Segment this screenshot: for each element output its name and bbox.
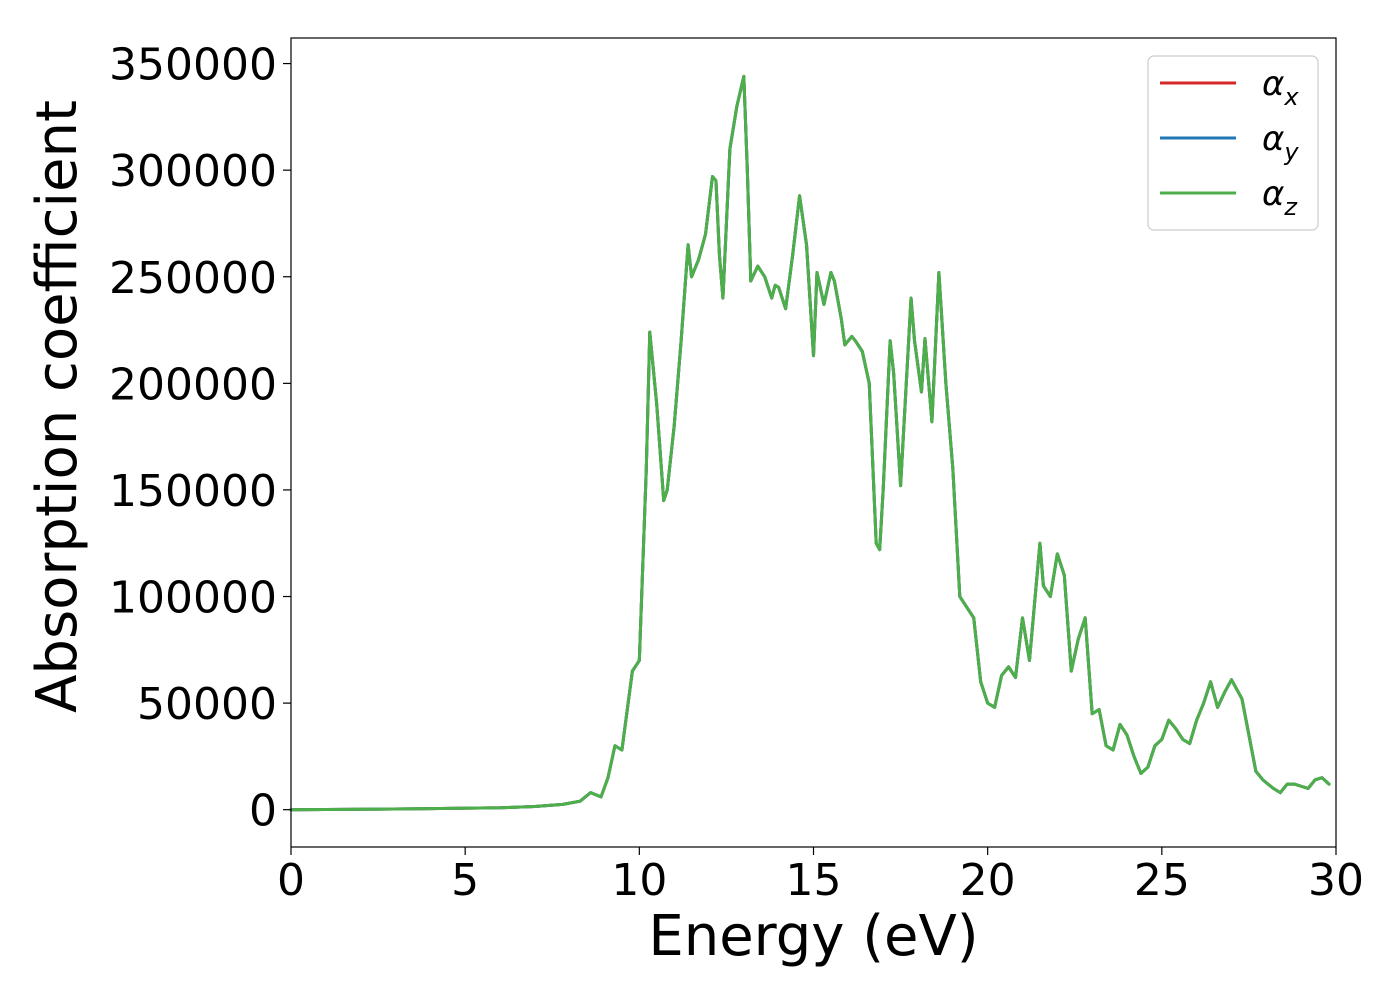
series-layer bbox=[289, 74, 1331, 812]
y-axis-title: Absorption coefficient bbox=[25, 100, 90, 713]
x-tick-label: 10 bbox=[611, 855, 667, 906]
series-line-alpha-z bbox=[289, 74, 1331, 812]
legend-subscript-y: y bbox=[1283, 138, 1299, 166]
legend-subscript-x: x bbox=[1283, 83, 1299, 111]
legend-box bbox=[1147, 55, 1319, 231]
x-tick-label: 30 bbox=[1308, 855, 1364, 906]
legend-subscript-z: z bbox=[1283, 193, 1298, 221]
y-tick-label: 0 bbox=[249, 786, 277, 837]
x-tick-label: 20 bbox=[960, 855, 1016, 906]
y-tick-label: 100000 bbox=[109, 573, 277, 624]
x-tick-label: 15 bbox=[786, 855, 842, 906]
x-tick-label: 0 bbox=[277, 855, 305, 906]
x-axis-title: Energy (eV) bbox=[648, 904, 978, 969]
x-tick-label: 5 bbox=[451, 855, 479, 906]
y-tick-label: 300000 bbox=[109, 146, 277, 197]
y-tick-label: 200000 bbox=[109, 359, 277, 410]
y-tick-label: 150000 bbox=[109, 466, 277, 517]
y-tick-label: 50000 bbox=[137, 679, 277, 730]
x-tick-label: 25 bbox=[1134, 855, 1190, 906]
x-axis-ticks: 0 5 10 15 20 25 30 bbox=[277, 847, 1364, 906]
y-tick-label: 250000 bbox=[109, 253, 277, 304]
y-tick-label: 350000 bbox=[109, 40, 277, 91]
y-axis-ticks: 0 50000 100000 150000 200000 250000 300000 3500… bbox=[109, 40, 291, 837]
